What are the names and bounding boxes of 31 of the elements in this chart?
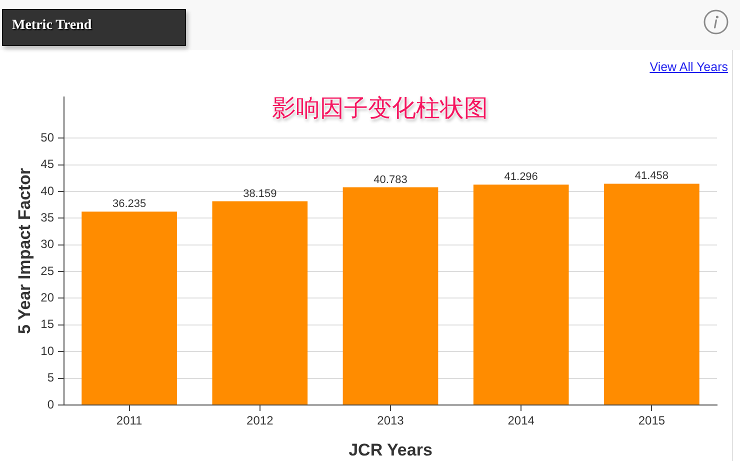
y-tick-label: 15 bbox=[40, 317, 54, 332]
data-label: 38.159 bbox=[243, 188, 277, 200]
y-tick-label: 50 bbox=[40, 130, 54, 144]
y-tick-label: 0 bbox=[47, 397, 54, 412]
y-tick-label: 30 bbox=[40, 237, 54, 252]
data-label: 40.783 bbox=[374, 174, 408, 186]
bar bbox=[342, 187, 438, 404]
y-tick-label: 45 bbox=[40, 157, 54, 172]
x-tick-label: 2015 bbox=[638, 414, 666, 428]
bar bbox=[604, 184, 700, 404]
chart-title: 影响因子变化柱状图 bbox=[272, 94, 488, 122]
x-tick-label: 2011 bbox=[116, 414, 143, 428]
y-tick-label: 5 bbox=[47, 370, 54, 385]
y-tick-label: 20 bbox=[40, 290, 54, 305]
data-label: 41.458 bbox=[634, 170, 669, 182]
text: View All Years bbox=[650, 60, 728, 74]
data-label: 41.296 bbox=[504, 171, 538, 184]
x-tick-label: 2012 bbox=[246, 414, 274, 428]
x-axis-title: JCR Years bbox=[348, 440, 432, 460]
bar bbox=[82, 212, 177, 404]
bar bbox=[473, 184, 569, 404]
y-tick-label: 40 bbox=[40, 184, 54, 198]
y-axis-title: 5 Year Impact Factor bbox=[14, 168, 34, 334]
data-label: 36.235 bbox=[112, 198, 146, 210]
x-tick-label: 2014 bbox=[508, 414, 535, 428]
y-tick-label: 10 bbox=[40, 344, 54, 358]
x-tick-label: 2013 bbox=[377, 414, 404, 428]
y-tick-label: 25 bbox=[40, 264, 54, 278]
text: Metric Trend bbox=[12, 18, 92, 34]
y-tick-label: 35 bbox=[40, 210, 54, 224]
bar bbox=[212, 201, 308, 404]
